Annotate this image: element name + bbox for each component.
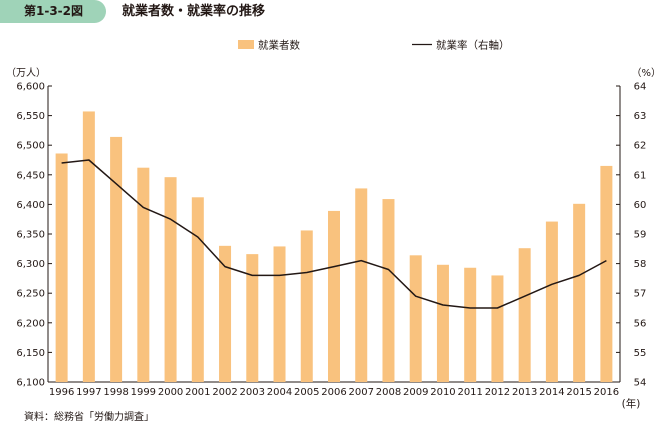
right-axis-tick-label: 63	[634, 111, 647, 122]
legend-line-label: 就業率（右軸）	[436, 39, 510, 52]
employment-rate-line	[61, 159, 607, 309]
source-note: 資料：総務省「労働力調査」	[24, 412, 154, 423]
right-axis-tick-label: 60	[634, 200, 647, 211]
x-tick-label: 2005	[294, 387, 319, 398]
left-axis-tick-label: 6,500	[16, 141, 45, 152]
x-tick-label: 2009	[403, 387, 428, 398]
x-tick-label: 2014	[539, 387, 564, 398]
bar-2001	[191, 197, 204, 382]
right-axis-tick-label: 64	[634, 82, 647, 93]
x-tick-label: 2000	[158, 387, 183, 398]
left-axis-tick-label: 6,600	[16, 82, 45, 93]
x-tick-label: 1997	[76, 387, 101, 398]
left-axis-tick-label: 6,200	[16, 318, 45, 329]
x-tick-label: 2011	[457, 387, 482, 398]
left-axis-tick-label: 6,400	[16, 200, 45, 211]
x-tick-label: 2013	[512, 387, 537, 398]
legend-bar-swatch	[238, 40, 254, 49]
bar-2005	[300, 230, 313, 382]
bar-1999	[137, 167, 150, 382]
bar-1998	[110, 136, 123, 382]
right-axis-tick-label: 61	[634, 170, 647, 181]
bar-2007	[355, 188, 368, 382]
x-tick-label: 2012	[485, 387, 510, 398]
x-tick-label: 2002	[212, 387, 237, 398]
x-tick-label: 2015	[566, 387, 591, 398]
bar-2000	[164, 177, 177, 382]
figure-number-badge: 第1-3-2図	[0, 0, 106, 23]
bar-1997	[82, 111, 95, 383]
legend-bar-label: 就業者数	[258, 39, 300, 52]
x-tick-label: 1999	[131, 387, 156, 398]
left-axis-tick-label: 6,350	[16, 230, 45, 241]
bar-2011	[464, 267, 477, 382]
bar-2002	[219, 245, 232, 382]
bar-2014	[545, 221, 558, 382]
bar-2010	[436, 264, 449, 382]
chart-title: 就業者数・就業率の推移	[122, 4, 266, 19]
x-axis-unit: (年)	[622, 397, 641, 410]
bar-2009	[409, 255, 422, 382]
bar-2013	[518, 248, 531, 382]
legend: 就業者数 就業率（右軸）	[238, 39, 510, 52]
x-tick-label: 2016	[594, 387, 619, 398]
bar-2015	[573, 203, 586, 382]
left-axis-tick-label: 6,100	[16, 378, 45, 389]
right-axis-tick-label: 57	[634, 289, 647, 300]
bar-2004	[273, 246, 286, 382]
bar-2006	[328, 210, 340, 382]
x-tick-label: 2007	[349, 387, 374, 398]
bar-2008	[382, 199, 395, 382]
right-axis-tick-label: 54	[634, 378, 647, 389]
left-axis-tick-label: 6,550	[16, 111, 45, 122]
right-axis-tick-label: 56	[634, 318, 647, 329]
plot-area: 6,100 6,150 6,200 6,250 6,300 6,350 6,400 6,450…	[16, 82, 646, 399]
left-axis-tick-label: 6,300	[16, 259, 45, 270]
left-axis-tick-label: 6,450	[16, 170, 45, 181]
right-axis-tick-label: 55	[634, 348, 647, 359]
x-tick-label: 2010	[430, 387, 455, 398]
bar-2016	[600, 165, 613, 382]
right-axis-tick-label: 58	[634, 259, 647, 270]
x-tick-label: 2001	[185, 387, 210, 398]
left-axis-tick-label: 6,250	[16, 289, 45, 300]
x-tick-label: 2006	[321, 387, 346, 398]
bar-1996	[55, 153, 68, 382]
right-axis-tick-label: 62	[634, 141, 647, 152]
right-axis-unit: （%）	[631, 67, 661, 79]
x-tick-label: 2003	[240, 387, 265, 398]
x-tick-label: 1996	[49, 387, 74, 398]
left-axis-tick-label: 6,150	[16, 348, 45, 359]
x-tick-label: 2008	[376, 387, 401, 398]
right-axis-tick-label: 59	[634, 230, 647, 241]
bar-2003	[246, 254, 259, 382]
left-axis-unit: （万人）	[6, 67, 46, 79]
bar-2012	[491, 275, 504, 382]
x-tick-label: 1998	[103, 387, 128, 398]
x-tick-label: 2004	[267, 387, 292, 398]
